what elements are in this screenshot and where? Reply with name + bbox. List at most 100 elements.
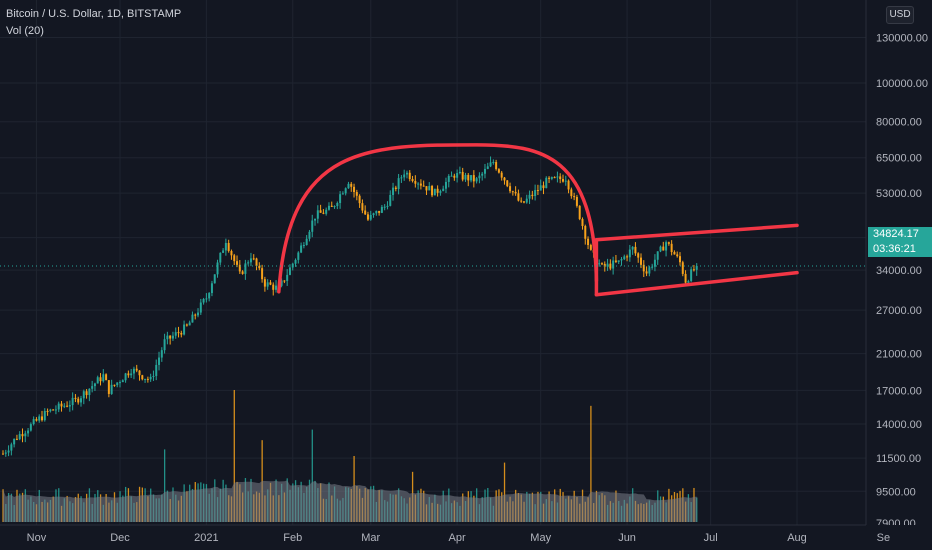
candle-body [191,314,194,323]
candle-body [587,238,590,246]
candle-body [74,397,77,399]
candle-body [397,178,400,190]
bar-countdown: 03:36:21 [873,243,916,255]
x-tick-label: Aug [787,532,807,544]
candle-body [561,179,564,182]
candle-body [369,215,372,220]
candle-body [678,256,681,263]
candle-body [233,255,236,262]
candle-body [383,206,386,208]
candle-body [305,238,308,246]
candle-body [155,364,158,376]
candle-body [141,375,144,380]
candle-body [598,263,601,265]
candle-body [603,263,606,267]
candle-body [38,416,41,421]
candle-body [378,210,381,213]
candle-body [350,183,353,187]
candle-body [495,162,498,170]
y-tick-label: 27000.00 [876,305,922,317]
chart-legend: Bitcoin / U.S. Dollar, 1D, BITSTAMP Vol … [6,6,181,40]
candle-body [263,279,266,287]
candle-body [673,252,676,255]
volume-bar [163,449,166,522]
candle-body [247,262,250,264]
candle-body [308,231,311,239]
last-price-badge: 34824.17 03:36:21 [868,227,932,257]
candle-body [642,264,645,272]
candle-body [353,186,356,193]
candle-body [183,324,186,335]
candle-body [314,218,317,221]
candle-body [297,252,300,260]
x-tick-label: Se [877,532,890,544]
candle-body [130,373,133,376]
candle-body [662,246,665,251]
channel-line[interactable] [594,270,799,297]
time-axis-panel[interactable] [0,525,932,550]
candle-body [241,271,244,274]
x-tick-label: Mar [361,532,380,544]
candle-body [85,391,88,396]
candle-body [389,194,392,206]
candle-body [107,380,110,394]
candle-body [280,280,283,286]
candle-body [29,424,32,431]
candle-body [49,409,52,412]
candle-body [667,242,670,244]
channel-line[interactable] [594,223,799,242]
candle-body [43,410,46,421]
candle-body [272,284,275,290]
currency-button[interactable]: USD [886,6,914,24]
candle-body [422,185,425,187]
candle-body [522,201,525,203]
candle-body [171,335,174,339]
x-tick-label: Jun [618,532,636,544]
candle-body [687,281,690,283]
candle-body [88,388,91,396]
candle-body [553,177,556,179]
time-axis: Nov Dec 2021 Feb Mar Apr May Jun Jul Aug Se [27,532,890,544]
candle-body [414,181,417,184]
candle-body [464,174,467,180]
x-tick-label: Jul [704,532,718,544]
candle-body [10,444,13,451]
volume-bar [590,405,592,522]
candle-body [681,262,684,274]
candle-body [573,196,576,198]
rounding-top-arc[interactable] [277,143,599,294]
candle-body [676,254,679,257]
volume-bar [696,497,698,522]
volume-bar [503,462,506,522]
candle-body [35,419,38,421]
volume-bar [311,429,313,522]
candle-body [96,377,99,384]
candle-body [180,332,183,335]
candle-body [581,219,584,227]
candle-body [500,172,503,178]
candle-body [375,210,378,214]
candle-body [372,213,375,216]
candle-body [57,403,60,410]
candle-body [41,416,44,421]
candle-body [160,350,163,358]
candle-body [194,314,197,316]
candle-body [609,263,612,269]
candle-body [637,253,640,258]
candle-body [266,282,269,287]
drawing-annotations [277,143,799,297]
candle-body [447,175,450,182]
candle-body [489,162,492,167]
price-axis-panel[interactable] [866,0,932,525]
candle-body [634,246,637,254]
candle-body [24,433,27,437]
candle-body [322,212,325,214]
candle-body [439,191,442,193]
candle-body [506,180,509,187]
candle-body [453,175,456,178]
candle-body [288,267,291,275]
symbol-title[interactable]: Bitcoin / U.S. Dollar, 1D, BITSTAMP [6,8,182,20]
volume-indicator-label[interactable]: Vol (20) [6,25,44,37]
candle-body [428,186,431,191]
